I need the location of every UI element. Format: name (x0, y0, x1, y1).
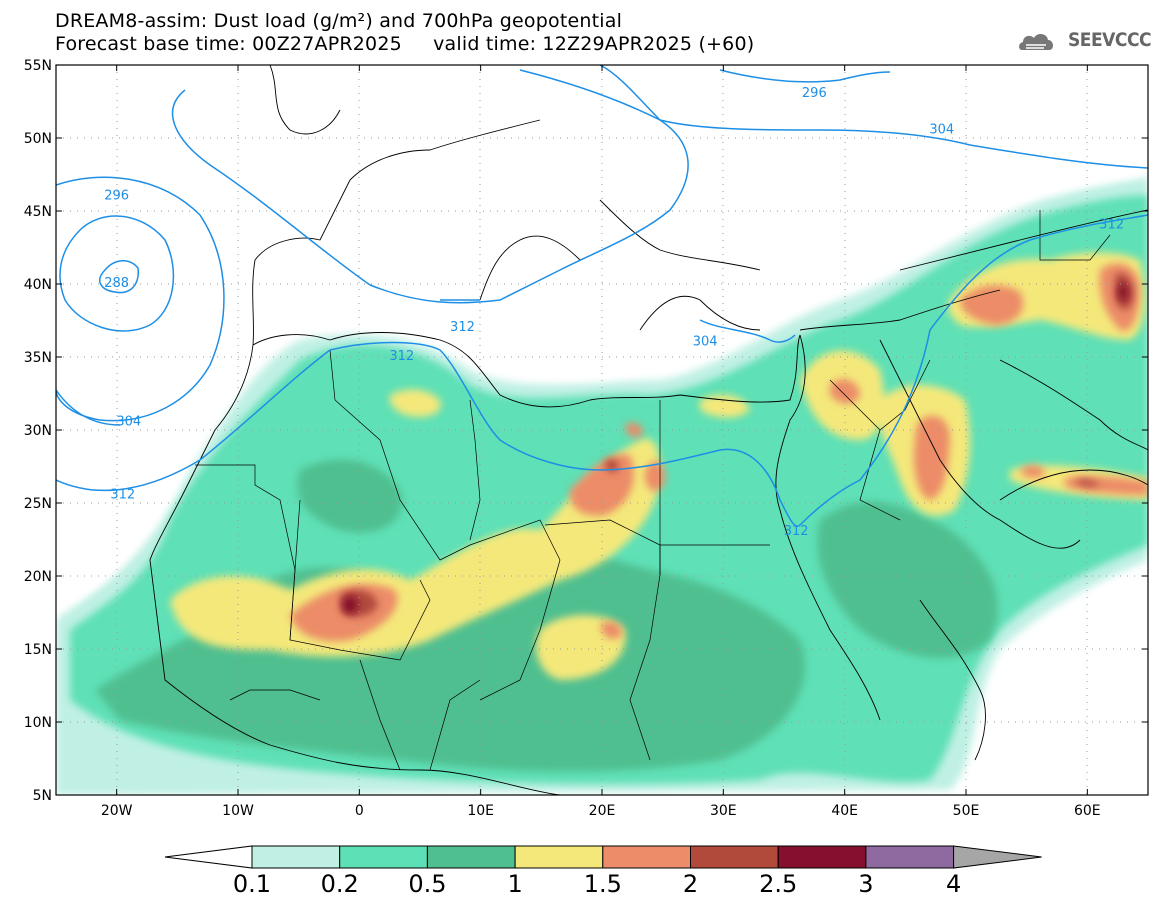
colorbar-label: 1.5 (584, 870, 622, 898)
colorbar-label: 3 (858, 870, 873, 898)
lat-label: 10N (24, 715, 52, 731)
contour-label: 304 (929, 123, 954, 138)
lat-label: 15N (24, 642, 52, 658)
lat-label: 50N (24, 131, 52, 147)
title-line-2: Forecast base time: 00Z27APR2025 valid t… (55, 33, 755, 55)
lat-label: 25N (24, 496, 52, 512)
lon-label: 50E (953, 803, 980, 819)
colorbar-swatch (251, 845, 341, 869)
contour-label: 312 (110, 488, 135, 503)
colorbar-swatch (690, 845, 779, 869)
lat-label: 55N (24, 58, 52, 74)
contour-label: 296 (802, 86, 827, 101)
colorbar-swatch (339, 845, 428, 869)
lon-label: 20E (589, 803, 616, 819)
contour-label: 304 (693, 334, 718, 349)
colorbar: 0.1 0.2 0.5 1 1.5 2 2.5 3 4 (164, 845, 1042, 898)
contour-label: 304 (116, 415, 141, 430)
lat-label: 45N (24, 204, 52, 220)
contour-label: 296 (104, 188, 129, 203)
colorbar-swatch (514, 845, 604, 869)
coastlines (149, 65, 1148, 795)
lat-labels: 55N 50N 45N 40N 35N 30N 25N 20N 15N 10N 5N (24, 58, 52, 804)
lon-labels: 20W 10W 0 10E 20E 30E 40E 50E 60E (101, 803, 1101, 819)
colorbar-swatch (602, 845, 691, 869)
lon-label: 10W (222, 803, 254, 819)
contour-label: 312 (1099, 218, 1124, 233)
contour-label: 288 (104, 276, 129, 291)
lat-label: 30N (24, 423, 52, 439)
colorbar-label: 0.5 (408, 870, 446, 898)
lon-label: 10E (467, 803, 494, 819)
contour-labels: 296 304 296 288 312 312 304 312 304 312 312 (104, 86, 1124, 539)
colorbar-label: 0.2 (321, 870, 359, 898)
lat-label: 40N (24, 277, 52, 293)
lat-label: 35N (24, 350, 52, 366)
dust-field (56, 70, 1148, 795)
colorbar-label: 2 (683, 870, 698, 898)
lon-label: 20W (101, 803, 133, 819)
lat-label: 5N (33, 788, 52, 804)
colorbar-min-arrow (164, 845, 253, 869)
contour-label: 312 (784, 524, 809, 539)
grid (56, 65, 1148, 795)
cloud-icon (1019, 34, 1054, 50)
contour-label: 312 (389, 349, 414, 364)
colorbar-label: 4 (946, 870, 961, 898)
colorbar-label: 2.5 (759, 870, 797, 898)
geopotential-contours (56, 65, 1148, 527)
colorbar-max-arrow (953, 845, 1042, 869)
lon-label: 30E (710, 803, 737, 819)
colorbar-swatch (865, 845, 955, 869)
tick-marks (56, 64, 1148, 796)
lon-label: 40E (831, 803, 858, 819)
colorbar-label: 0.1 (233, 870, 271, 898)
colorbar-swatch (777, 845, 867, 869)
colorbar-swatch (426, 845, 516, 869)
logo-text: SEEVCCC (1068, 29, 1152, 51)
contour-label: 312 (450, 320, 475, 335)
country-borders (195, 210, 1111, 771)
lon-label: 0 (355, 803, 364, 819)
title-line-1: DREAM8-assim: Dust load (g/m²) and 700hP… (55, 10, 623, 32)
colorbar-label: 1 (507, 870, 522, 898)
lat-label: 20N (24, 569, 52, 585)
lon-label: 60E (1074, 803, 1101, 819)
